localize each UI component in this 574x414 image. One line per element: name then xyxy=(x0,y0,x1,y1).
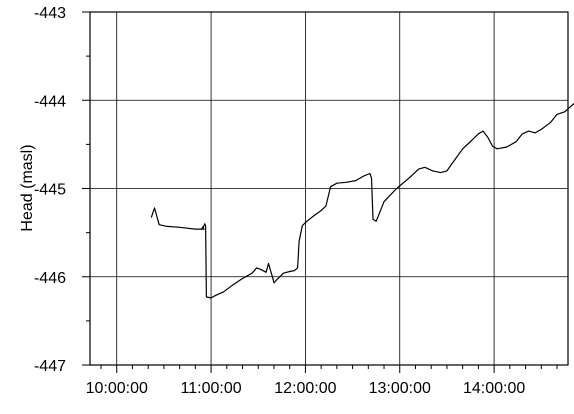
series-line xyxy=(201,102,574,299)
y-tick-labels: -443 -444 -445 -446 -447 xyxy=(34,5,66,375)
x-tick-label: 14:00:00 xyxy=(463,380,525,397)
y-tick-label: -445 xyxy=(34,182,66,199)
data-series xyxy=(150,102,574,299)
y-tick-label: -444 xyxy=(34,93,66,110)
x-tick-label: 13:00:00 xyxy=(369,380,431,397)
axis-ticks xyxy=(82,11,558,373)
x-tick-labels: 10:00:00 11:00:00 12:00:00 13:00:00 14:00:00 xyxy=(86,380,526,397)
y-tick-label: -446 xyxy=(34,270,66,287)
y-tick-label: -443 xyxy=(34,5,66,22)
x-tick-label: 11:00:00 xyxy=(181,380,242,397)
y-axis-label: Head (masl) xyxy=(19,144,36,231)
x-tick-label: 12:00:00 xyxy=(274,380,336,397)
x-tick-label: 10:00:00 xyxy=(86,380,148,397)
plot-frame xyxy=(89,11,569,366)
y-tick-label: -447 xyxy=(34,358,66,375)
